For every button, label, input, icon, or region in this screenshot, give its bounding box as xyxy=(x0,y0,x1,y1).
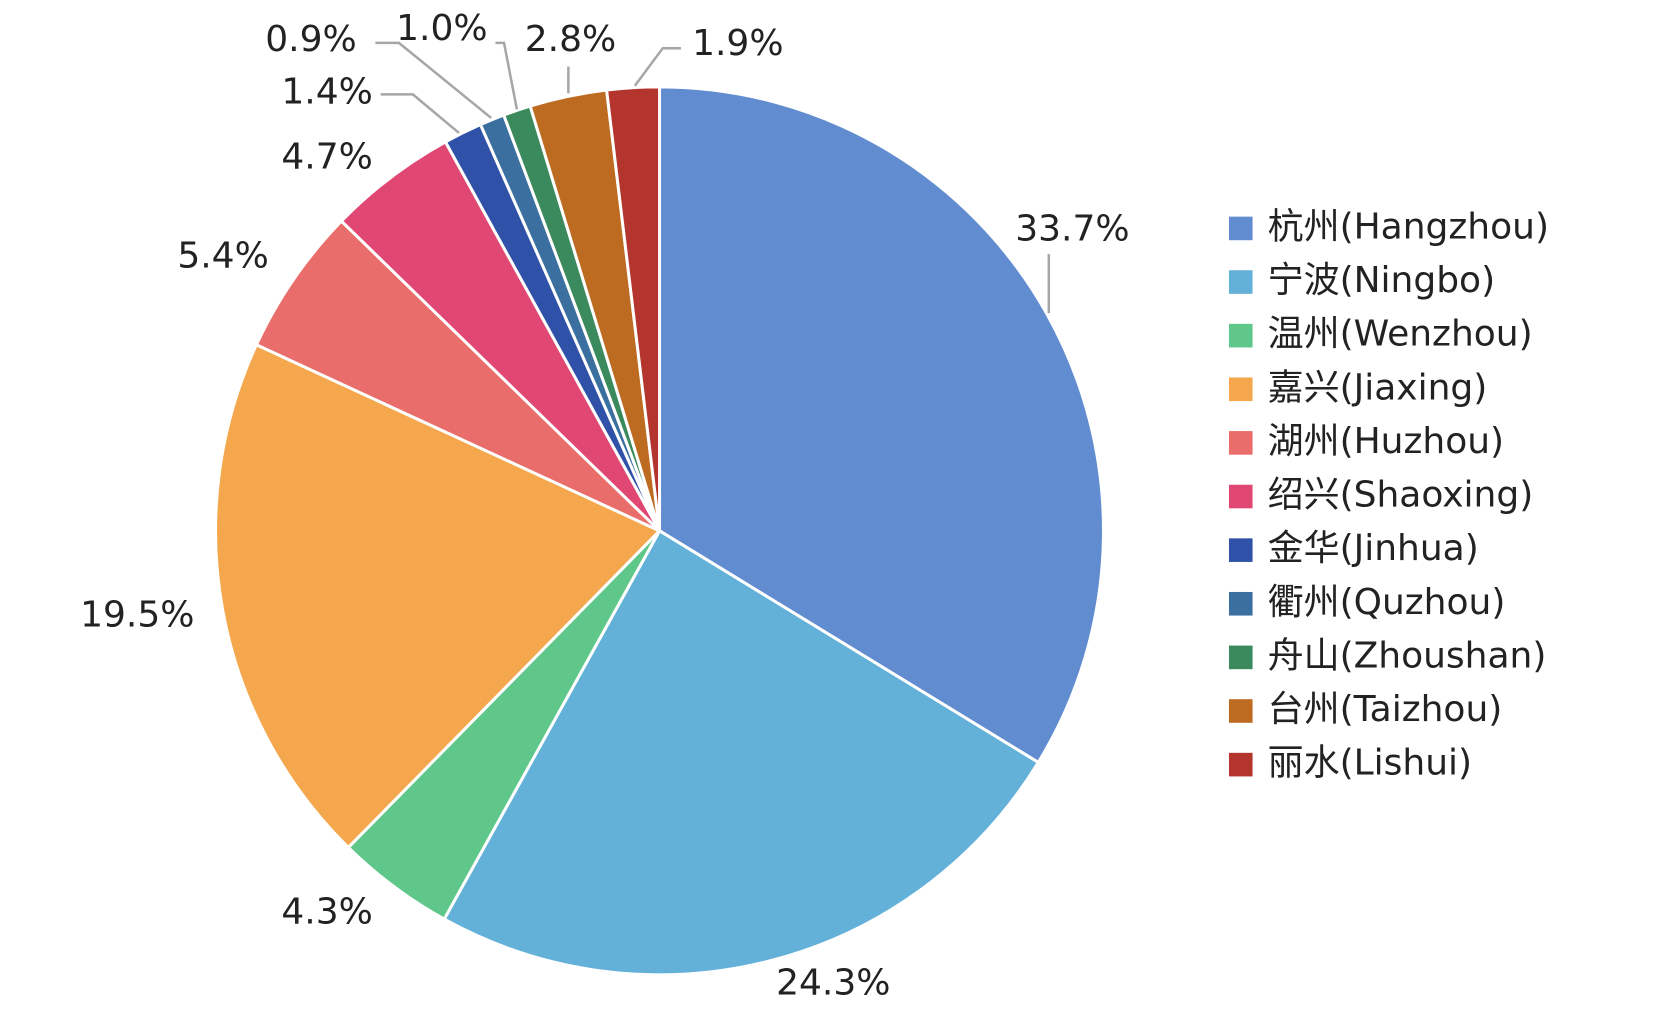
legend-label: 绍兴(Shaoxing) xyxy=(1268,475,1534,516)
legend-label: 台州(Taizhou) xyxy=(1268,689,1503,730)
pie-slice xyxy=(254,219,661,533)
pie-slice xyxy=(442,528,1041,977)
data-label: 0.9% xyxy=(265,19,356,60)
legend-label: 衢州(Quzhou) xyxy=(1268,582,1506,623)
leader-line xyxy=(380,93,460,134)
legend-label: 湖州(Huzhou) xyxy=(1268,421,1505,462)
legend-label: 舟山(Zhoushan) xyxy=(1268,635,1547,676)
pie-slice xyxy=(604,85,662,532)
legend-swatch xyxy=(1228,591,1253,616)
data-label: 33.7% xyxy=(1015,209,1129,250)
legend-swatch xyxy=(1228,645,1253,670)
legend-swatch xyxy=(1228,323,1253,348)
legend-label: 杭州(Hangzhou) xyxy=(1268,206,1549,247)
data-label: 5.4% xyxy=(177,235,268,276)
data-label: 19.5% xyxy=(80,595,194,636)
legend-label: 丽水(Lishui) xyxy=(1268,743,1473,784)
data-label: 1.4% xyxy=(281,71,372,112)
legend-label: 嘉兴(Jiaxing) xyxy=(1268,367,1488,408)
pie-slice xyxy=(658,85,1105,765)
legend-swatch xyxy=(1228,216,1253,241)
legend-label: 温州(Wenzhou) xyxy=(1268,314,1533,355)
legend-swatch xyxy=(1228,538,1253,562)
legend-swatch xyxy=(1228,270,1253,294)
legend-swatch xyxy=(1228,377,1253,402)
leader-line xyxy=(633,47,681,87)
legend-label: 金华(Jinhua) xyxy=(1268,528,1479,569)
legend-swatch xyxy=(1228,484,1253,509)
legend-label: 宁波(Ningbo) xyxy=(1268,260,1496,301)
data-label: 2.8% xyxy=(525,19,616,60)
legend-swatch xyxy=(1228,752,1253,777)
pie-slice xyxy=(214,342,663,850)
data-label: 1.9% xyxy=(692,23,783,64)
data-label: 4.3% xyxy=(281,892,372,933)
data-label: 4.7% xyxy=(281,137,372,178)
legend-swatch xyxy=(1228,699,1253,723)
legend-swatch xyxy=(1228,431,1253,455)
data-label: 24.3% xyxy=(776,962,890,1003)
leader-line xyxy=(375,41,492,119)
data-label: 1.0% xyxy=(396,8,487,49)
leader-line xyxy=(495,41,519,110)
